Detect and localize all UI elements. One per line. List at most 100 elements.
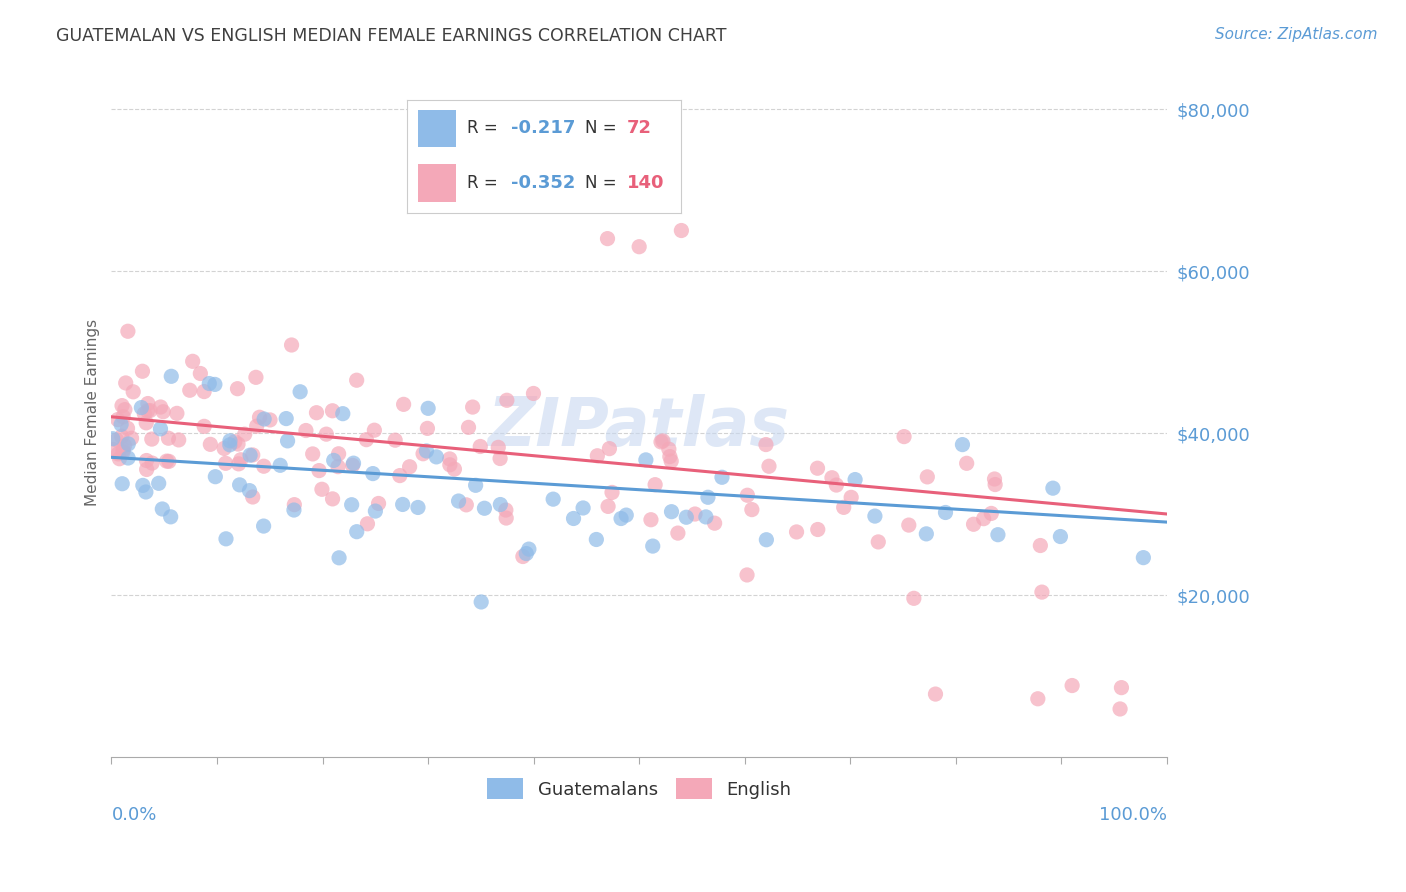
Point xyxy=(640,513,662,527)
Point xyxy=(675,510,697,524)
Point xyxy=(741,502,763,516)
Point xyxy=(486,441,509,455)
Point xyxy=(952,437,974,451)
Point xyxy=(893,429,915,443)
Point xyxy=(825,478,848,492)
Point xyxy=(229,452,252,467)
Point xyxy=(821,471,844,485)
Point xyxy=(305,406,328,420)
Point xyxy=(114,439,136,453)
Text: 0.0%: 0.0% xyxy=(111,805,157,823)
Point xyxy=(107,447,129,461)
Point xyxy=(651,434,673,448)
Point xyxy=(295,424,318,438)
Point xyxy=(233,427,256,442)
Point xyxy=(135,485,157,500)
Point xyxy=(697,490,720,504)
Point xyxy=(1049,529,1071,543)
Point xyxy=(112,444,135,458)
Point xyxy=(517,542,540,557)
Point xyxy=(600,485,623,500)
Point xyxy=(152,405,174,419)
Point xyxy=(280,338,302,352)
Point xyxy=(346,524,368,539)
Point xyxy=(107,412,129,426)
Point xyxy=(101,432,124,446)
Point xyxy=(897,518,920,533)
Point xyxy=(868,535,890,549)
Point xyxy=(332,407,354,421)
Point xyxy=(596,232,619,246)
Point xyxy=(135,416,157,430)
Point xyxy=(111,429,134,443)
Point xyxy=(735,568,758,582)
Point xyxy=(461,400,484,414)
Point xyxy=(755,437,778,451)
Point xyxy=(495,393,517,408)
Point xyxy=(470,440,492,454)
Point xyxy=(131,401,153,415)
Point xyxy=(249,410,271,425)
Point xyxy=(308,464,330,478)
Point xyxy=(198,376,221,391)
Point xyxy=(245,370,267,384)
Point xyxy=(121,431,143,445)
Point xyxy=(363,423,385,437)
Point xyxy=(283,503,305,517)
Point xyxy=(924,687,946,701)
Point xyxy=(136,396,159,410)
Point xyxy=(136,404,159,418)
Point xyxy=(283,498,305,512)
Point xyxy=(586,449,609,463)
Point xyxy=(193,384,215,399)
Point xyxy=(340,498,363,512)
Point xyxy=(456,498,478,512)
Point xyxy=(228,457,250,471)
Point xyxy=(242,448,264,462)
Point xyxy=(301,447,323,461)
Point xyxy=(495,503,517,517)
Point xyxy=(134,407,156,421)
Legend: Guatemalans, English: Guatemalans, English xyxy=(479,772,799,806)
Point xyxy=(650,434,672,449)
Point xyxy=(141,432,163,446)
Point xyxy=(983,472,1005,486)
Point xyxy=(1026,691,1049,706)
Point xyxy=(157,454,180,468)
Point xyxy=(228,478,250,492)
Point xyxy=(915,526,938,541)
Point xyxy=(157,431,180,445)
Point xyxy=(132,478,155,492)
Point xyxy=(259,413,281,427)
Point xyxy=(598,442,620,456)
Point xyxy=(160,369,183,384)
Point xyxy=(361,467,384,481)
Point xyxy=(832,500,855,515)
Point xyxy=(737,488,759,502)
Point xyxy=(683,507,706,521)
Point xyxy=(364,504,387,518)
Point xyxy=(159,509,181,524)
Point xyxy=(141,456,163,470)
Point xyxy=(322,453,344,467)
Point xyxy=(122,384,145,399)
Point xyxy=(326,459,349,474)
Point xyxy=(703,516,725,531)
Point xyxy=(212,442,235,456)
Point xyxy=(412,447,434,461)
Point xyxy=(135,453,157,467)
Point xyxy=(447,494,470,508)
Point xyxy=(219,434,242,448)
Point xyxy=(238,483,260,498)
Point xyxy=(149,422,172,436)
Point xyxy=(342,458,364,473)
Point xyxy=(416,421,439,435)
Text: GUATEMALAN VS ENGLISH MEDIAN FEMALE EARNINGS CORRELATION CHART: GUATEMALAN VS ENGLISH MEDIAN FEMALE EARN… xyxy=(56,27,727,45)
Text: Source: ZipAtlas.com: Source: ZipAtlas.com xyxy=(1215,27,1378,42)
Text: 100.0%: 100.0% xyxy=(1099,805,1167,823)
Point xyxy=(239,448,262,462)
Point xyxy=(135,462,157,476)
Point xyxy=(328,550,350,565)
Point xyxy=(418,401,440,416)
Point xyxy=(346,373,368,387)
